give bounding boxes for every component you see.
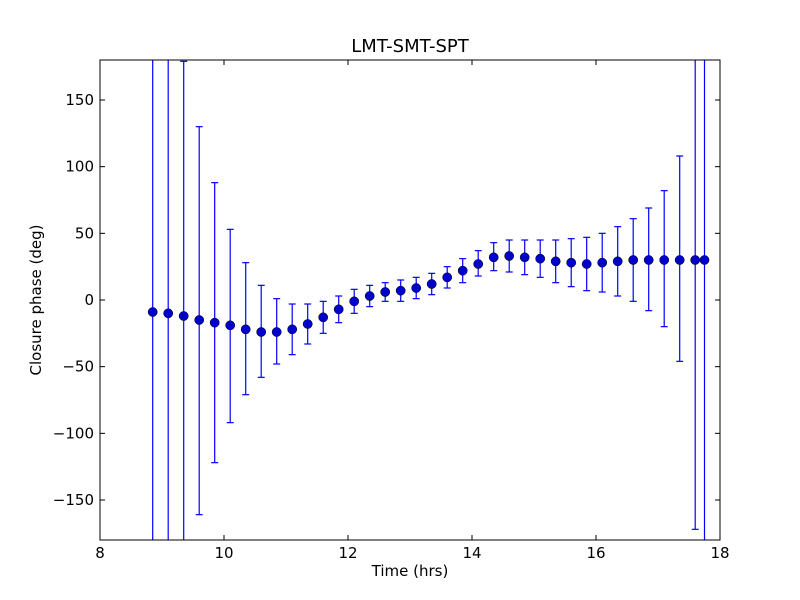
x-tick-label: 16 [586,544,605,562]
data-point [457,265,468,276]
data-point [333,304,344,315]
data-point [535,253,546,264]
data-point [209,317,220,328]
data-point [659,255,670,265]
plot-area [147,60,710,540]
x-tick-label: 18 [710,544,729,562]
data-point [225,320,236,331]
data-point [628,255,639,265]
data-point [690,255,701,265]
data-point [240,324,251,335]
data-point [271,327,282,337]
data-point [256,327,267,337]
x-tick-label: 14 [462,544,481,562]
x-axis-label: Time (hrs) [371,562,449,580]
data-point [488,252,499,263]
data-point [426,279,437,289]
data-point [287,324,298,335]
data-point [395,285,406,296]
x-tick-label: 8 [95,544,105,562]
data-point [643,255,654,265]
data-point [473,259,484,269]
x-tick-label: 10 [214,544,233,562]
y-axis-label: Closure phase (deg) [27,225,45,376]
axes: 8 10 12 14 16 18 −150 −100 −50 0 50 100 150 [53,59,730,562]
data-point [380,287,391,297]
data-point [550,256,561,267]
data-point [674,255,685,265]
data-point [163,308,174,319]
data-point [318,312,329,323]
data-point [566,257,577,268]
data-point [597,257,608,268]
y-tick-label: −150 [53,491,94,509]
y-tick-label: 50 [75,224,94,242]
data-point [178,311,189,321]
data-point [302,319,313,329]
y-tick-label: −100 [53,424,94,442]
data-point [581,259,592,269]
data-point [364,291,375,301]
y-tick-label: 150 [65,91,94,109]
data-point [699,255,710,265]
y-tick-label: −50 [62,358,94,376]
data-series [147,60,710,540]
data-point [519,252,530,263]
y-tick-label: 0 [84,291,94,309]
x-tick-label: 12 [338,544,357,562]
y-tick-label: 100 [65,158,94,176]
data-point [612,256,623,267]
chart-title: LMT-SMT-SPT [351,36,469,57]
data-point [504,251,515,261]
data-point [411,283,422,293]
data-point [194,315,205,325]
data-point [442,272,453,283]
data-point [147,307,158,317]
data-point [349,296,360,307]
